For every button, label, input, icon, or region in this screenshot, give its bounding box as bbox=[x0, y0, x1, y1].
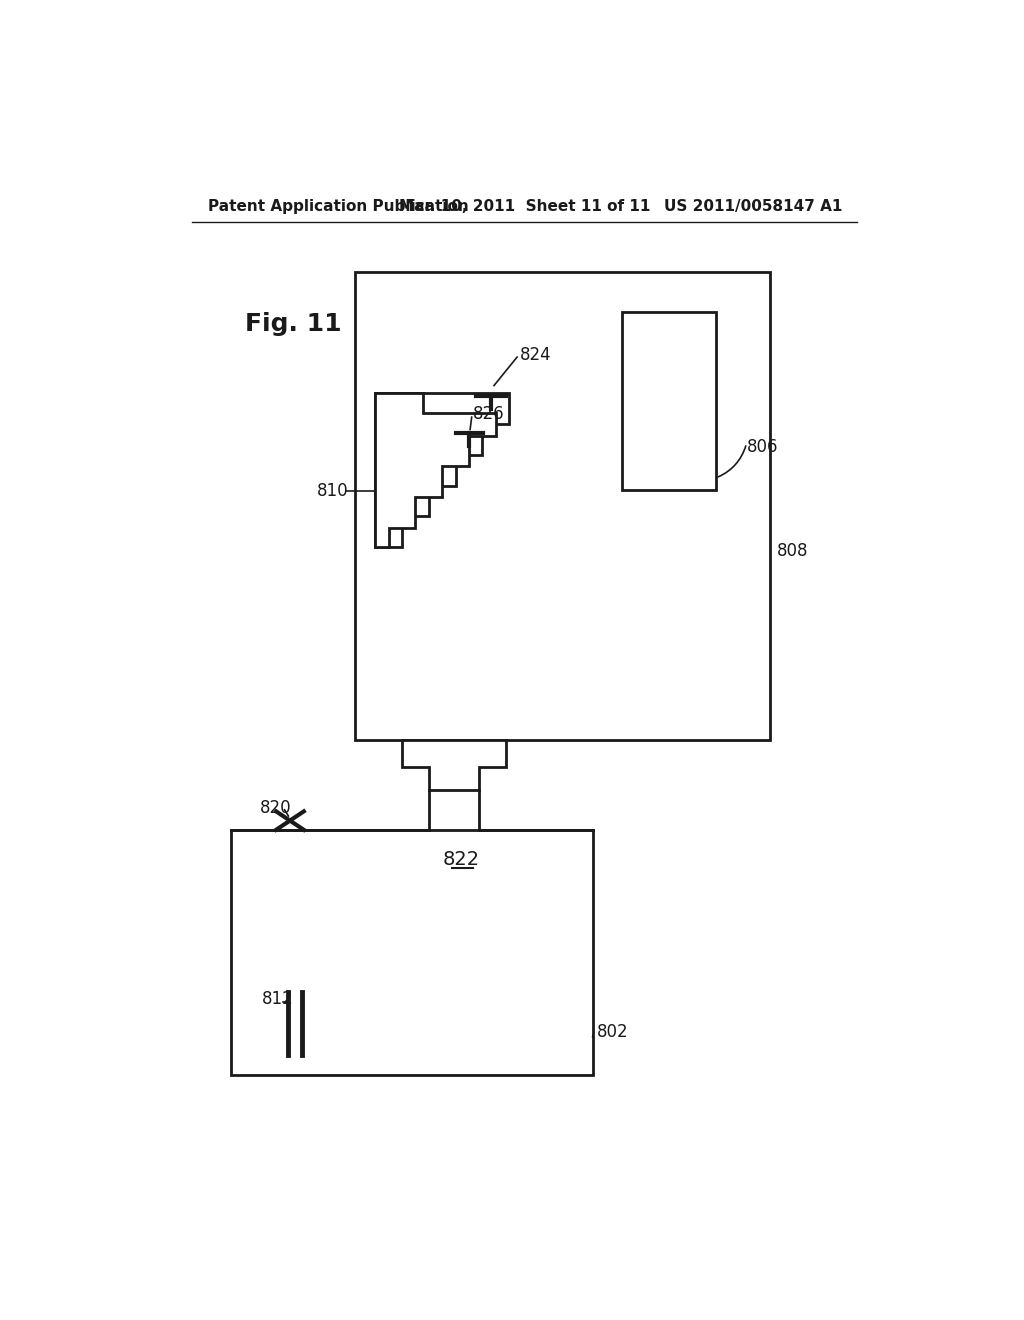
Text: 826: 826 bbox=[473, 405, 505, 422]
Text: 806: 806 bbox=[746, 438, 778, 457]
Text: 808: 808 bbox=[777, 543, 809, 560]
Polygon shape bbox=[401, 739, 506, 789]
FancyArrowPatch shape bbox=[718, 446, 745, 477]
Text: 802: 802 bbox=[596, 1023, 628, 1041]
Text: 820: 820 bbox=[260, 799, 292, 817]
Text: Mar. 10, 2011  Sheet 11 of 11: Mar. 10, 2011 Sheet 11 of 11 bbox=[399, 198, 650, 214]
Text: Fig. 11: Fig. 11 bbox=[245, 312, 341, 337]
Text: Patent Application Publication: Patent Application Publication bbox=[208, 198, 468, 214]
Text: US 2011/0058147 A1: US 2011/0058147 A1 bbox=[664, 198, 842, 214]
Polygon shape bbox=[375, 393, 509, 548]
Text: 822: 822 bbox=[443, 850, 480, 869]
Bar bbox=[622, 313, 716, 490]
Polygon shape bbox=[375, 393, 497, 548]
Bar bbox=[355, 272, 770, 739]
Text: 812: 812 bbox=[261, 990, 293, 1008]
Bar bbox=[230, 830, 593, 1074]
Text: 824: 824 bbox=[519, 346, 551, 364]
Text: 810: 810 bbox=[316, 482, 348, 500]
